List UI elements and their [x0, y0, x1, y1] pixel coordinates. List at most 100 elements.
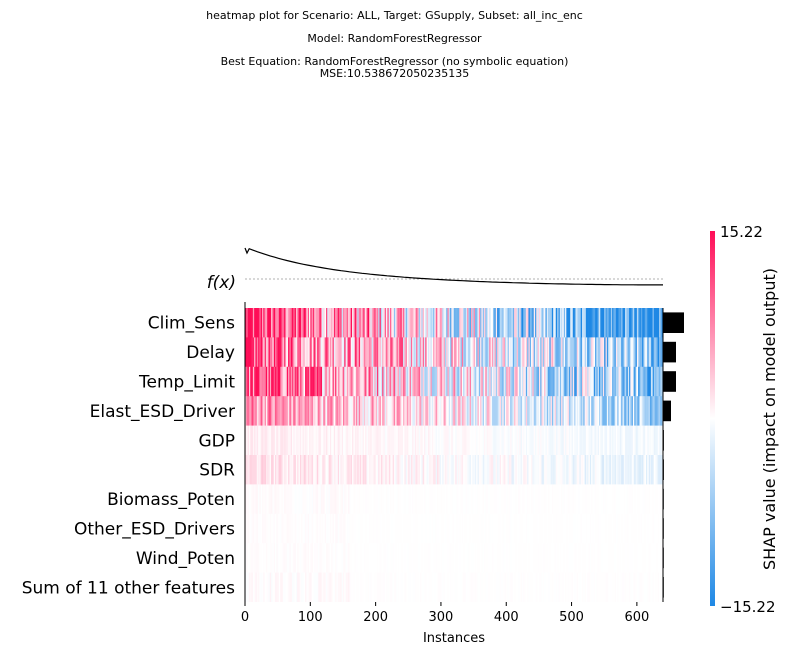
heatmap-cell — [550, 337, 553, 368]
heatmap-cell — [269, 484, 272, 515]
heatmap-cell — [632, 396, 635, 426]
heatmap-cell — [465, 425, 468, 456]
heatmap-cell — [478, 396, 481, 426]
heatmap-cell — [523, 513, 525, 544]
heatmap-cell — [619, 366, 622, 397]
heatmap-cell — [359, 425, 362, 456]
heatmap-cell — [476, 484, 478, 515]
heatmap-cell — [608, 543, 610, 573]
heatmap-cell — [442, 308, 444, 338]
heatmap-cell — [482, 396, 485, 426]
heatmap-cell — [391, 513, 393, 544]
heatmap-cell — [550, 455, 553, 485]
heatmap-cell — [393, 366, 396, 397]
heatmap-cell — [340, 455, 342, 485]
heatmap-cell — [353, 543, 356, 573]
heatmap-cell — [464, 396, 467, 426]
heatmap-cell — [448, 337, 451, 368]
heatmap-cell — [268, 572, 271, 602]
heatmap-cell — [362, 572, 365, 602]
heatmap-cell — [319, 455, 322, 485]
heatmap-cell — [448, 513, 451, 544]
heatmap-cell — [367, 396, 370, 426]
colorbar-min-label: −15.22 — [720, 598, 776, 616]
heatmap-cell — [429, 308, 431, 338]
heatmap-cell — [613, 337, 615, 368]
heatmap-cell — [290, 455, 293, 485]
heatmap-cell — [507, 425, 510, 456]
heatmap-cell — [413, 572, 416, 602]
heatmap-cell — [386, 543, 388, 573]
heatmap-cell — [328, 543, 331, 573]
heatmap-cell — [470, 396, 473, 426]
heatmap-cell — [342, 396, 345, 426]
heatmap-cell — [255, 572, 258, 602]
heatmap-cell — [595, 366, 597, 397]
heatmap-cell — [335, 396, 337, 426]
heatmap-cell — [363, 455, 366, 485]
heatmap-cell — [251, 366, 254, 397]
heatmap-cell — [609, 513, 612, 544]
heatmap-cell — [252, 396, 255, 426]
heatmap-cell — [275, 337, 277, 368]
heatmap-cell — [452, 455, 455, 485]
heatmap-cell — [575, 396, 578, 426]
heatmap-cell — [497, 337, 499, 368]
heatmap-cell — [358, 572, 361, 602]
heatmap-cell — [422, 543, 425, 573]
heatmap-cell — [489, 308, 491, 338]
heatmap-cell — [489, 455, 491, 485]
heatmap-cell — [512, 337, 515, 368]
heatmap-cell — [339, 337, 341, 368]
heatmap-cell — [446, 484, 448, 515]
heatmap-cell — [621, 337, 623, 368]
heatmap-cell — [447, 308, 450, 338]
heatmap-cell — [617, 543, 619, 573]
heatmap-cell — [348, 543, 350, 573]
heatmap-cell — [310, 396, 312, 426]
heatmap-cell — [311, 455, 314, 485]
heatmap-cell — [519, 484, 521, 515]
heatmap-cell — [596, 484, 598, 515]
heatmap-cell — [353, 337, 356, 368]
heatmap-cell — [409, 366, 412, 397]
heatmap-cell — [588, 572, 591, 602]
heatmap-cell — [384, 455, 387, 485]
heatmap-cell — [325, 308, 328, 338]
heatmap-cell — [625, 513, 627, 544]
heatmap-cell — [621, 543, 623, 573]
heatmap-cell — [498, 308, 501, 338]
heatmap-cell — [473, 425, 476, 456]
heatmap-cell — [553, 513, 555, 544]
heatmap-cell — [410, 572, 413, 602]
heatmap-cell — [431, 337, 434, 368]
heatmap-cell — [273, 484, 276, 515]
heatmap-cell — [302, 425, 305, 456]
heatmap-cell — [323, 572, 325, 602]
heatmap-cell — [302, 543, 305, 573]
heatmap-cell — [336, 572, 339, 602]
heatmap-cell — [252, 425, 255, 456]
heatmap-cell — [541, 543, 544, 573]
heatmap-cell — [523, 308, 525, 338]
heatmap-cell — [400, 572, 403, 602]
heatmap-cell — [260, 543, 263, 573]
heatmap-cell — [631, 396, 634, 426]
heatmap-cell — [477, 543, 480, 573]
heatmap-cell — [480, 572, 482, 602]
heatmap-cell — [516, 366, 519, 397]
heatmap-cell — [404, 484, 406, 515]
heatmap-cell — [422, 308, 425, 338]
heatmap-cell — [446, 337, 448, 368]
heatmap-cell — [627, 308, 630, 338]
heatmap-cell — [570, 337, 572, 368]
heatmap-cell — [520, 308, 523, 338]
heatmap-cell — [309, 366, 311, 397]
heatmap-cell — [651, 337, 653, 368]
heatmap-cell — [425, 308, 427, 338]
heatmap-cell — [448, 572, 451, 602]
heatmap-cell — [397, 425, 400, 456]
heatmap-cell — [349, 366, 352, 397]
heatmap-cell — [260, 425, 263, 456]
heatmap-cell — [588, 513, 591, 544]
